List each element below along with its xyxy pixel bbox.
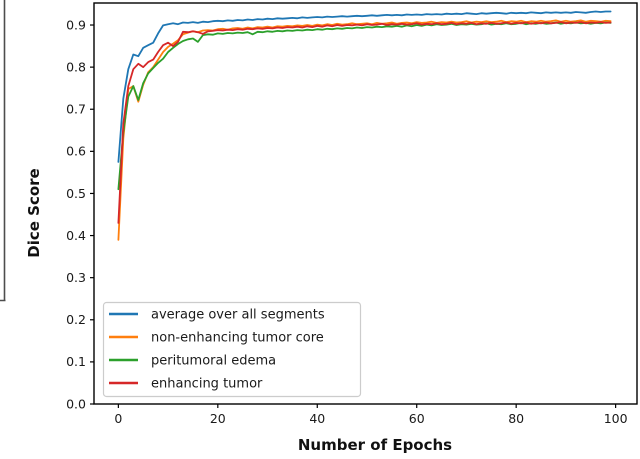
y-axis-label: Dice Score xyxy=(25,168,43,257)
x-tick-label: 80 xyxy=(508,411,524,426)
x-tick-label: 60 xyxy=(409,411,425,426)
y-tick-label: 0.1 xyxy=(66,354,86,369)
plot-border xyxy=(93,2,638,405)
x-axis-label: Number of Epochs xyxy=(298,436,452,454)
y-tick-label: 0.9 xyxy=(66,17,86,32)
legend-box xyxy=(102,301,362,398)
legend-items: average over all segments non-enhancing t… xyxy=(109,308,325,392)
x-tick-label: 40 xyxy=(309,411,325,426)
y-axis-ticks: 0.0 0.1 0.2 0.3 0.4 0.5 0.6 0.7 0.8 0.9 xyxy=(66,17,94,411)
y-tick-label: 0.0 xyxy=(66,396,86,411)
y-tick-label: 0.4 xyxy=(66,228,86,243)
y-tick-label: 0.3 xyxy=(66,270,86,285)
adjacent-figure-corner-border xyxy=(0,0,6,302)
x-tick-label: 0 xyxy=(114,411,122,426)
legend-label-enhancing-tumor: enhancing tumor xyxy=(151,377,263,392)
legend-label-average-over-all-segments: average over all segments xyxy=(151,308,325,323)
series-line-enhancing-tumor xyxy=(117,21,612,224)
y-tick-label: 0.5 xyxy=(66,186,86,201)
y-tick-label: 0.8 xyxy=(66,59,86,74)
legend-label-non-enhancing-tumor-core: non-enhancing tumor core xyxy=(151,331,324,346)
y-tick-label: 0.2 xyxy=(66,312,86,327)
series-line-peritumoral-edema xyxy=(117,21,612,191)
legend-label-peritumoral-edema: peritumoral edema xyxy=(151,354,276,369)
series-lines xyxy=(117,10,612,241)
y-tick-label: 0.7 xyxy=(66,102,86,117)
series-line-average-over-all-segments xyxy=(117,10,612,163)
y-tick-label: 0.6 xyxy=(66,144,86,159)
x-tick-label: 20 xyxy=(210,411,226,426)
x-tick-label: 100 xyxy=(604,411,628,426)
legend: average over all segments non-enhancing t… xyxy=(102,301,362,398)
series-line-non-enhancing-tumor-core xyxy=(117,19,612,241)
x-axis-ticks: 0 20 40 60 80 100 xyxy=(114,404,628,426)
